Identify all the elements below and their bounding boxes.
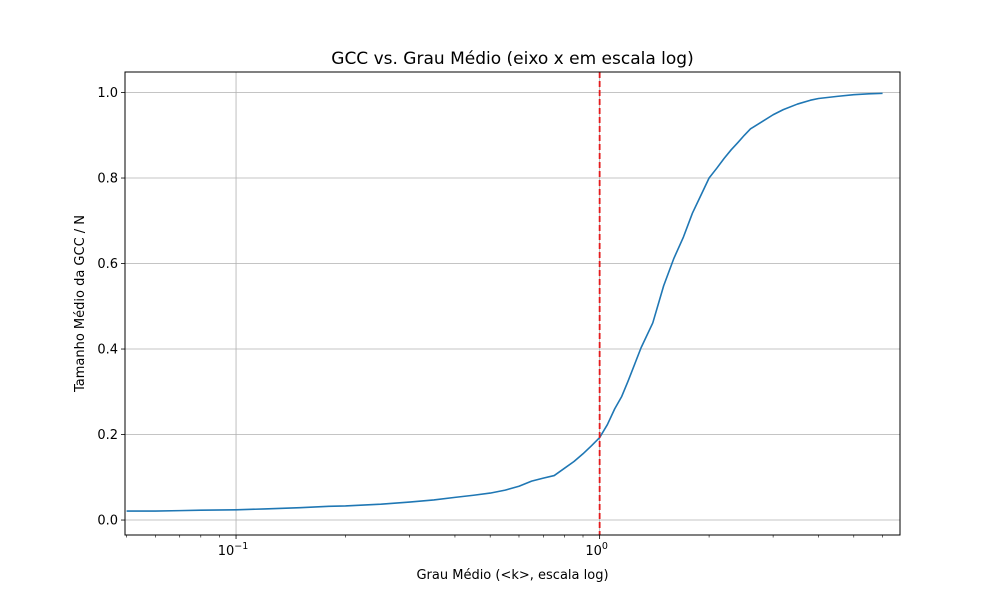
grid [125, 72, 900, 535]
y-tick-label: 0.0 [97, 514, 118, 529]
y-tick-label: 0.2 [97, 428, 118, 443]
axis-ticks: 0.00.20.40.60.81.010−1 100 [97, 86, 883, 559]
gcc-series-line [126, 92, 883, 512]
y-axis-label: Tamanho Médio da GCC / N [73, 215, 88, 393]
chart-title: GCC vs. Grau Médio (eixo x em escala log… [331, 49, 693, 69]
y-tick-label: 0.4 [97, 343, 118, 358]
y-tick-label: 0.6 [97, 257, 118, 272]
y-tick-label: 1.0 [97, 86, 118, 101]
x-axis-label: Grau Médio (<k>, escala log) [416, 568, 608, 583]
plot-data [126, 72, 883, 535]
plot-frame [124, 71, 901, 536]
y-tick-label: 0.8 [97, 172, 118, 187]
